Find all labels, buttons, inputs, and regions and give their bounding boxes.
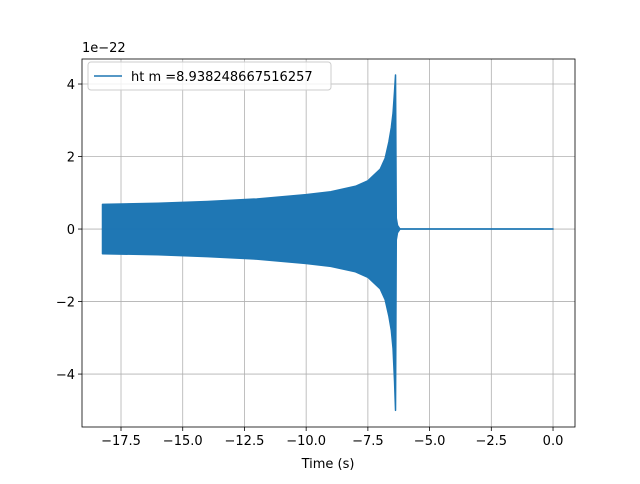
x-tick-label: −5.0 [414,434,446,449]
x-tick-label: −15.0 [163,434,203,449]
x-tick-label: −12.5 [225,434,265,449]
y-tick-label: 2 [67,151,75,166]
x-tick-label: −2.5 [476,434,508,449]
y-tick-label: 0 [67,223,75,238]
waveform-upper [101,74,554,230]
offset-text: 1e−22 [82,41,126,56]
legend-label: ht m =8.938248667516257 [131,70,313,85]
x-tick-label: −7.5 [352,434,384,449]
y-tick-label: −2 [56,296,75,311]
y-tick-label: −4 [56,368,75,383]
axes-frame [81,58,576,428]
waveform-lower [101,228,554,412]
x-tick-label: −10.0 [286,434,326,449]
legend-box [87,61,332,91]
x-axis-label: Time (s) [301,457,355,472]
y-tick-label: 4 [67,78,75,93]
x-tick-label: −17.5 [101,434,141,449]
x-tick-label: 0.0 [543,434,564,449]
